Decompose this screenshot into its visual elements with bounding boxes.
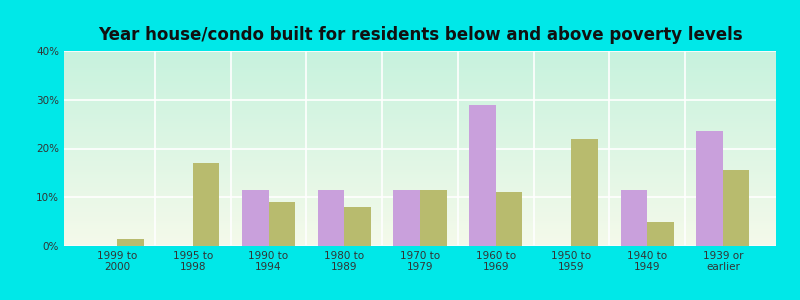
Bar bbox=[269, 202, 295, 246]
Bar bbox=[647, 222, 674, 246]
Bar bbox=[420, 190, 446, 246]
Bar bbox=[697, 131, 723, 246]
Bar bbox=[117, 239, 143, 246]
Bar bbox=[571, 139, 598, 246]
Bar bbox=[344, 207, 370, 246]
Bar bbox=[318, 190, 344, 246]
Bar bbox=[242, 190, 269, 246]
Title: Year house/condo built for residents below and above poverty levels: Year house/condo built for residents bel… bbox=[98, 26, 742, 44]
Bar bbox=[723, 170, 750, 246]
Bar bbox=[470, 105, 496, 246]
Bar bbox=[496, 192, 522, 246]
Bar bbox=[193, 163, 219, 246]
Bar bbox=[394, 190, 420, 246]
Bar bbox=[621, 190, 647, 246]
